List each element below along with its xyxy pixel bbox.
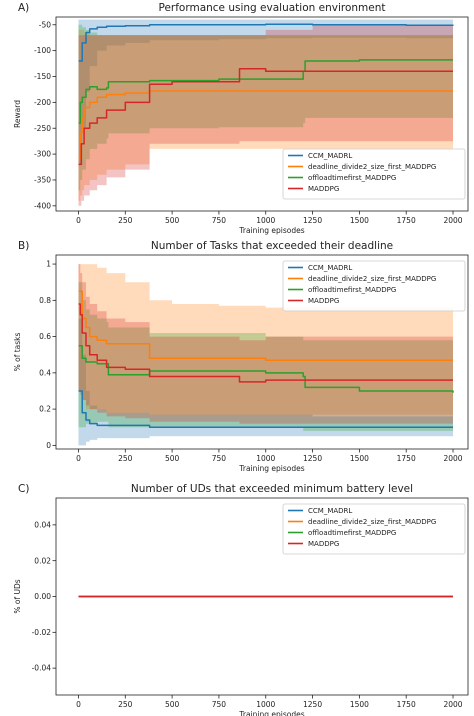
x-tick-label: 2000 (443, 454, 462, 463)
std-band-3 (78, 24, 453, 206)
legend: CCM_MADRL deadline_divide2_size_first_MAD… (282, 260, 466, 312)
y-axis-label: % of UDs (13, 579, 22, 613)
chart-title: Performance using evaluation environment (158, 2, 385, 14)
std-band-2 (78, 282, 453, 431)
legend-box (282, 260, 466, 312)
y-tick-label: 0.6 (39, 332, 51, 341)
axes-frame (55, 16, 469, 212)
std-band-0 (78, 318, 453, 446)
y-tick-label: 0.00 (34, 592, 51, 601)
series-line-1 (78, 90, 453, 161)
x-tick-label: 0 (76, 700, 81, 709)
y-axis-label: % of tasks (13, 333, 22, 372)
y-tick-label: -150 (34, 72, 51, 81)
chart-panel-1: A) Performance using evaluation environme… (13, 2, 469, 235)
legend-entry: deadline_divide2_size_first_MADDPG (308, 275, 436, 283)
legend-entry: MADDPG (308, 540, 339, 548)
legend-box (282, 148, 466, 200)
axes-frame (55, 254, 469, 450)
legend-entry: CCM_MADRL (308, 152, 352, 160)
x-tick-label: 750 (212, 700, 227, 709)
series-line-0 (78, 390, 453, 428)
x-tick-label: 1500 (350, 216, 369, 225)
legend-entry: CCM_MADRL (308, 264, 352, 272)
y-tick-label: 0.4 (39, 368, 51, 377)
x-tick-label: 1000 (256, 216, 275, 225)
x-axis-label: Training episodes (238, 226, 304, 235)
y-tick-label: -350 (34, 176, 51, 185)
x-tick-label: 250 (118, 454, 133, 463)
series-line-2 (78, 59, 453, 124)
y-tick-label: -0.04 (32, 664, 52, 673)
x-tick-label: 1000 (256, 700, 275, 709)
chart-title: Number of UDs that exceeded minimum batt… (131, 483, 413, 495)
x-tick-label: 1750 (397, 216, 416, 225)
x-tick-label: 500 (165, 216, 180, 225)
std-band-0 (78, 19, 453, 165)
y-tick-label: -50 (39, 20, 51, 29)
legend-entry: deadline_divide2_size_first_MADDPG (308, 518, 436, 526)
y-tick-label: 1 (46, 260, 51, 269)
legend-entry: deadline_divide2_size_first_MADDPG (308, 163, 436, 171)
x-tick-label: 1250 (303, 454, 322, 463)
y-tick-label: -250 (34, 124, 51, 133)
x-tick-label: 2000 (443, 216, 462, 225)
legend-entry: MADDPG (308, 185, 339, 193)
chart-title: Number of Tasks that exceeded their dead… (151, 240, 393, 252)
x-tick-label: 1750 (397, 454, 416, 463)
std-band-3 (78, 264, 453, 424)
y-tick-label: 0.02 (34, 556, 51, 565)
y-tick-label: -200 (34, 98, 51, 107)
y-tick-label: -400 (34, 201, 51, 210)
x-tick-label: 250 (118, 700, 133, 709)
y-axis-label: Reward (13, 100, 22, 128)
x-tick-label: 1750 (397, 700, 416, 709)
plot-area (78, 264, 454, 446)
x-tick-label: 0 (76, 216, 81, 225)
x-tick-label: 1250 (303, 700, 322, 709)
y-tick-label: 0.04 (34, 520, 51, 529)
series-line-0 (78, 23, 454, 62)
x-tick-label: 750 (212, 216, 227, 225)
x-axis-label: Training episodes (238, 464, 304, 473)
x-tick-label: 500 (165, 454, 180, 463)
legend-entry: offloadtimefirst_MADDPG (308, 529, 396, 537)
legend-entry: MADDPG (308, 297, 339, 305)
panel-label: A) (18, 2, 29, 14)
x-tick-label: 2000 (443, 700, 462, 709)
chart-panel-2: B) Number of Tasks that exceeded their de… (13, 240, 469, 473)
legend-entry: offloadtimefirst_MADDPG (308, 286, 396, 294)
series-line-3 (78, 303, 453, 383)
legend-entry: CCM_MADRL (308, 507, 352, 515)
y-tick-label: -300 (34, 150, 51, 159)
plot-area (78, 19, 454, 206)
chart-panel-3: C) Number of UDs that exceeded minimum ba… (13, 483, 469, 716)
x-tick-label: 250 (118, 216, 133, 225)
x-tick-label: 0 (76, 454, 81, 463)
x-tick-label: 1250 (303, 216, 322, 225)
std-band-2 (78, 24, 453, 191)
x-tick-label: 750 (212, 454, 227, 463)
legend-entry: offloadtimefirst_MADDPG (308, 174, 396, 182)
legend: CCM_MADRL deadline_divide2_size_first_MAD… (282, 503, 466, 555)
legend: CCM_MADRL deadline_divide2_size_first_MAD… (282, 148, 466, 200)
y-tick-label: 0.8 (39, 296, 51, 305)
series-line-3 (78, 67, 453, 166)
x-tick-label: 1000 (256, 454, 275, 463)
series-line-2 (78, 344, 454, 393)
y-tick-label: -100 (34, 46, 51, 55)
legend-box (282, 503, 466, 555)
x-axis-label: Training episodes (238, 710, 304, 716)
panel-label: C) (18, 483, 29, 495)
std-band-1 (78, 29, 453, 201)
x-tick-label: 1500 (350, 700, 369, 709)
y-tick-label: 0 (46, 441, 51, 450)
panel-label: B) (18, 240, 29, 252)
x-tick-label: 500 (165, 700, 180, 709)
series-line-1 (78, 290, 453, 361)
y-tick-label: 0.2 (39, 405, 51, 414)
x-tick-label: 1500 (350, 454, 369, 463)
y-tick-label: -0.02 (32, 628, 52, 637)
